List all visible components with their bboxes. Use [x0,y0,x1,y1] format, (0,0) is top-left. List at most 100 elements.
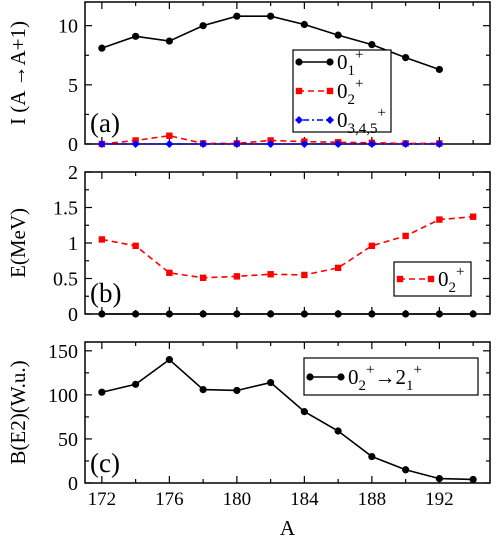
legend-marker [326,87,334,95]
data-point [233,273,241,280]
panel-2: 0 0.5 1 1.5 2 E(MeV) (b) 02+ [6,162,491,326]
legend-label: 02+ [337,76,363,108]
data-point [334,31,342,39]
panel-label: (c) [90,448,120,478]
data-point [267,378,275,387]
data-point [300,310,308,318]
panel-label: (a) [90,108,120,138]
data-point [334,140,343,148]
series-line [101,358,474,481]
series-1 [98,12,443,74]
data-point [165,310,173,318]
series-2 [98,213,477,281]
legend-label: 02+ [438,264,464,296]
data-point [267,310,275,318]
legend-marker [427,275,435,283]
legend: 02+→21+ [303,357,479,396]
y-tick-label: 5 [68,75,78,97]
y-tick-label: 1.5 [53,198,78,220]
data-point [199,140,208,148]
x-tick-label: 172 [88,489,117,510]
data-point [199,22,207,30]
panel-label: (b) [90,278,121,308]
data-point [300,20,308,29]
data-point [435,310,443,318]
x-axis-label: A [280,516,296,539]
data-point [334,310,342,318]
data-point [165,356,173,364]
legend: 01+02+03,4,5+ [292,47,392,137]
data-point [98,44,106,52]
series-3 [97,140,444,148]
data-point [435,65,443,74]
data-point [469,310,477,318]
data-point [266,140,275,148]
y-tick-label: 1 [68,233,78,255]
data-point [131,140,140,148]
legend-marker [306,373,314,381]
legend: 02+ [393,261,472,297]
legend-label: 01+ [337,47,363,79]
data-point [300,140,309,148]
y-tick-label: 10 [58,16,78,38]
legend-marker [295,58,303,66]
data-point [233,310,241,318]
data-point [199,310,207,318]
y-tick-label: 0 [68,134,78,156]
data-point [165,37,173,45]
data-point [132,310,140,318]
data-point [97,140,106,148]
panel-3: 0 50 100 150 B(E2)(W.u.) (c) 172 176 180 184 188 19… [6,341,491,539]
panel-1: 0 5 10 I (A →A+1) (a) 01+02+03,4,5+ [6,1,491,156]
data-point [368,41,376,49]
y-tick-label: 0 [68,304,78,326]
y-axis-label: B(E2)(W.u.) [6,360,30,464]
data-point [402,54,410,62]
y-axis-label: I (A →A+1) [6,21,30,125]
data-point [233,12,241,20]
y-tick-label: 50 [58,429,78,451]
data-point [132,242,139,250]
data-point [435,474,443,483]
data-point [402,466,410,474]
data-point [233,386,241,395]
data-point [368,242,376,250]
data-point [267,271,274,278]
data-point [469,213,477,220]
data-point [98,310,106,318]
data-point [401,140,410,148]
y-tick-label: 100 [48,385,78,407]
data-point [98,388,106,396]
x-tick-label: 188 [358,489,387,510]
data-point [368,452,376,461]
plot-frame [84,341,491,484]
data-point [132,32,140,40]
series-1 [98,310,477,318]
data-point [98,236,106,243]
legend-marker [326,58,334,66]
data-point [367,140,376,148]
data-point [469,475,477,484]
data-point [232,140,241,148]
data-point [301,271,308,279]
data-point [199,274,207,281]
data-point [165,140,174,148]
x-tick-label: 184 [290,489,319,510]
legend-label: 02+→21+ [348,362,422,394]
x-tick-label: 176 [155,489,184,510]
data-point [334,427,342,435]
data-point [436,216,443,223]
data-point [132,380,140,388]
data-point [267,12,275,20]
legend-marker [326,116,334,124]
series-line [101,215,474,279]
legend-label: 03,4,5+ [337,105,386,137]
data-point [334,264,342,272]
data-point [435,140,444,148]
y-tick-label: 0 [68,473,78,495]
legend-marker [337,373,345,381]
data-point [166,132,173,139]
data-point [402,232,409,240]
x-tick-label: 192 [425,489,454,510]
